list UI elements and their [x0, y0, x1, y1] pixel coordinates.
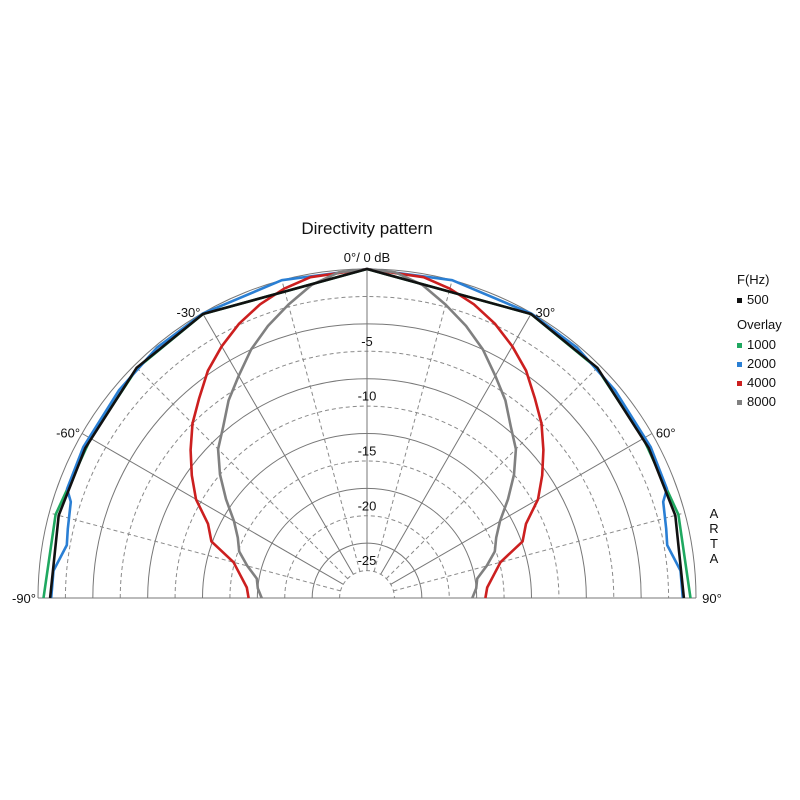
top-label: 0°/ 0 dB: [344, 250, 390, 265]
series-curves: [42, 267, 692, 599]
grid-spoke: [390, 433, 653, 585]
db-label: -5: [361, 334, 373, 349]
legend-swatch: [737, 381, 742, 386]
legend-overlays: 1000 2000 4000 8000: [737, 337, 776, 409]
legend-primary: 500: [737, 292, 769, 307]
legend-label: 1000: [747, 337, 776, 352]
polar-grid: [37, 268, 697, 599]
legend-label: 2000: [747, 356, 776, 371]
db-label: -15: [358, 444, 377, 459]
side-letter: R: [709, 521, 718, 536]
angle-label: 30°: [536, 305, 556, 320]
db-label: -20: [358, 498, 377, 513]
angle-label: -30°: [177, 305, 201, 320]
angle-label: 90°: [702, 591, 722, 606]
chart-title: Directivity pattern: [301, 219, 432, 238]
legend-swatch: [737, 298, 742, 303]
grid-ring: [229, 460, 505, 599]
grid-spoke: [281, 280, 361, 572]
legend-label: 4000: [747, 375, 776, 390]
side-letter: A: [710, 506, 719, 521]
legend-swatch: [737, 343, 742, 348]
legend-overlay-header: Overlay: [737, 317, 782, 332]
legend: F(Hz) 500 Overlay 1000 2000 4000 8000: [737, 272, 782, 409]
side-letter: A: [710, 551, 719, 566]
legend-label: 8000: [747, 394, 776, 409]
grid-spoke: [81, 433, 344, 585]
angle-label: -60°: [56, 426, 80, 441]
legend-label: 500: [747, 292, 769, 307]
axis-labels: -5 -10 -15 -20 -25 -90° -60° -30° 30° 60° 90°: [12, 305, 722, 606]
grid-spoke: [134, 365, 348, 579]
side-letter: T: [710, 536, 718, 551]
grid-ring: [339, 570, 395, 599]
legend-header: F(Hz): [737, 272, 770, 287]
db-label: -10: [358, 389, 377, 404]
angle-label: -90°: [12, 591, 36, 606]
grid-spoke: [202, 312, 354, 575]
legend-swatch: [737, 362, 742, 367]
grid-spoke: [373, 280, 453, 572]
series-500-curve: [48, 267, 686, 599]
grid-spoke: [49, 512, 341, 592]
grid-ring: [64, 295, 670, 599]
db-label: -25: [358, 553, 377, 568]
legend-swatch: [737, 400, 742, 405]
grid-spoke: [380, 312, 532, 575]
grid-spoke: [393, 512, 685, 592]
grid-spoke: [386, 365, 600, 579]
angle-label: 60°: [656, 426, 676, 441]
